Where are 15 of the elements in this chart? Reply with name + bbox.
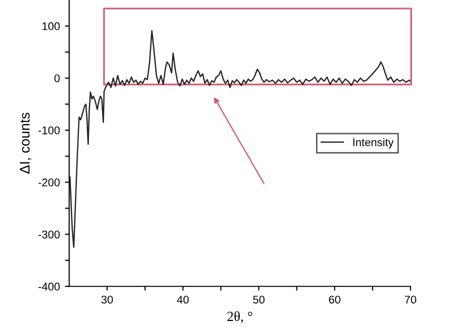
y-tick-label: -400 xyxy=(38,282,60,291)
y-tick-label: 100 xyxy=(42,22,60,30)
x-tick-label: 40 xyxy=(177,296,189,304)
x-axis-title: 2θ, ° xyxy=(227,311,252,324)
y-tick-label: -100 xyxy=(38,126,60,134)
x-tick-label: 30 xyxy=(101,296,113,304)
line-series xyxy=(69,30,410,248)
y-axis-title: ΔI, counts xyxy=(20,112,32,174)
legend-label: Intensity xyxy=(353,138,394,148)
y-tick-label: -200 xyxy=(38,178,60,186)
y-tick-label: -300 xyxy=(38,230,60,238)
x-tick-label: 70 xyxy=(404,296,416,304)
x-tick-label: 50 xyxy=(253,296,265,304)
y-tick-label: 0 xyxy=(54,74,60,82)
x-tick-label: 60 xyxy=(329,296,340,304)
